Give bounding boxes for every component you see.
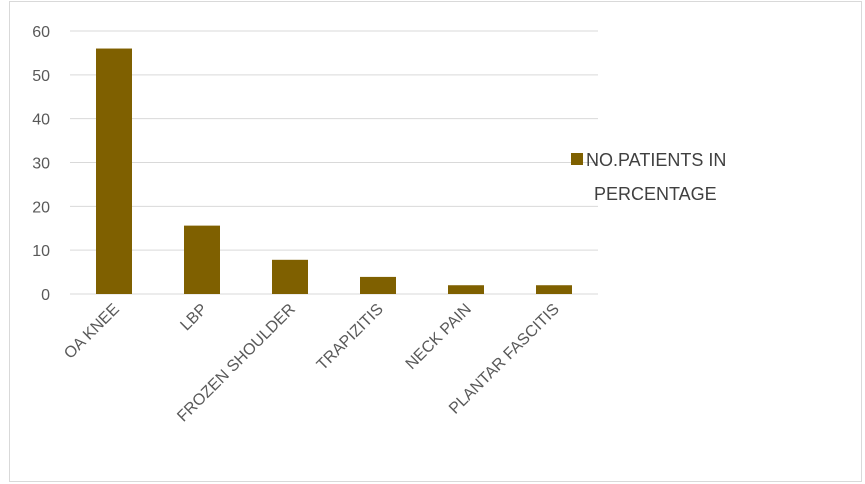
legend: NO.PATIENTS IN PERCENTAGE [571, 150, 726, 204]
chart-frame [9, 1, 862, 482]
x-tick-label: LBP [177, 301, 210, 334]
bar [272, 259, 308, 294]
legend-swatch [571, 153, 583, 165]
y-tick-label: 0 [41, 287, 50, 304]
y-tick-label: 10 [32, 243, 50, 260]
gridlines [70, 30, 598, 295]
legend-label-line-1: NO.PATIENTS IN [586, 150, 726, 170]
y-tick-label: 40 [32, 112, 50, 129]
bar [96, 48, 132, 295]
bar [184, 225, 220, 294]
x-tick-label: TRAPIZITIS [314, 301, 387, 374]
bars [96, 48, 572, 295]
y-tick-label: 60 [32, 24, 50, 41]
y-axis-ticks: 0 10 20 30 40 50 60 [32, 24, 50, 304]
bar [360, 276, 396, 294]
y-tick-label: 50 [32, 68, 50, 85]
y-tick-label: 30 [32, 156, 50, 173]
bar [536, 285, 572, 294]
x-tick-label: OA KNEE [61, 301, 123, 363]
legend-label-line-2: PERCENTAGE [594, 184, 717, 204]
bar [448, 285, 484, 294]
y-tick-label: 20 [32, 199, 50, 216]
x-tick-label: NECK PAIN [403, 301, 475, 373]
